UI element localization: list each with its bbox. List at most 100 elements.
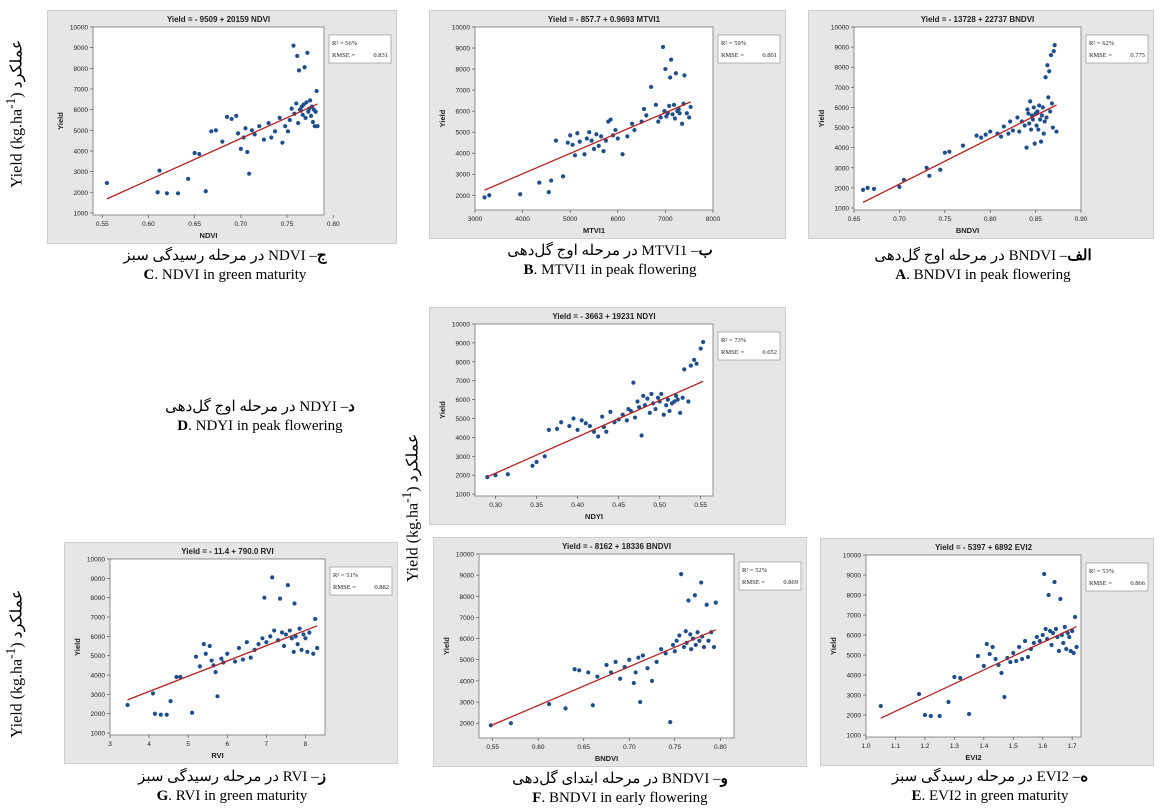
data-point [285,129,291,134]
chart-title: Yield = - 9509 + 20159 NDVI [167,15,270,24]
plot-area [474,323,714,497]
data-point [257,124,262,129]
y-tick-label: 6000 [91,634,106,641]
y-tick-label: 4000 [835,145,850,152]
x-tick-label: 0.70 [893,216,906,223]
data-point [482,195,487,200]
data-point [244,640,249,645]
data-point [684,111,689,116]
caption-text-fa: – EVI2 در مرحله رسیدگی سبز [891,769,1081,785]
data-point [682,367,687,372]
data-point [599,134,604,139]
data-point [1051,49,1056,54]
caption-text-en: . EVI2 in green maturity [921,788,1069,804]
data-point [1043,75,1048,80]
data-point [1032,141,1037,146]
data-point [542,454,547,459]
x-tick-label: 1.1 [891,743,900,750]
data-point [668,720,673,725]
caption-letter-en: C [143,267,155,283]
data-point [979,135,984,140]
data-point [596,143,601,148]
data-point [1047,69,1052,74]
y-tick-label: 4000 [847,673,862,680]
y-tick-label: 10000 [831,25,849,32]
data-point [701,644,707,650]
x-tick-label: 0.55 [96,221,109,228]
data-point [693,642,698,648]
y-axis-label: Yield [438,401,447,419]
data-point [209,129,214,134]
data-point [704,602,709,607]
data-point [1071,650,1076,656]
data-point [1031,105,1036,110]
data-point [981,663,986,669]
data-point [663,651,668,656]
y-axis-label-fa: عملکرد [404,433,422,483]
x-tick-label: 1.6 [1038,743,1047,750]
y-axis-label-en: Yield (kg.ha [8,658,26,738]
data-point [295,53,300,59]
data-point [281,643,287,649]
regression-line [127,625,318,701]
plot-area [92,26,325,216]
data-point [508,721,513,726]
x-tick-label: 0.75 [281,221,294,228]
chart-title: Yield = - 857.7 + 0.9693 MTVI1 [548,15,661,24]
rmse-label: RMSE = [721,349,744,356]
x-axis-label: NDVI [200,231,218,240]
y-axis-label: Yield [438,109,447,127]
scatter-plot: Yield = - 857.7 + 0.9693 MTVI1 2000 3000 40… [438,15,781,235]
data-point [697,638,702,643]
data-point [567,423,572,429]
r-squared-label: R² = 51% [333,572,359,579]
data-point [999,670,1004,676]
x-tick-label: 0.75 [938,216,951,223]
data-point [878,703,883,709]
data-point [1041,131,1046,136]
data-point [591,146,597,152]
scatter-plot: Yield = - 11.4 + 790.0 RVI10002000300040… [73,547,393,760]
data-point [308,98,313,103]
y-axis-label: Yield [829,637,838,655]
data-point [1040,632,1045,638]
y-tick-label: 1000 [91,731,106,738]
data-point [245,149,250,155]
data-point [659,647,664,652]
data-point [311,651,316,656]
data-point [577,668,582,673]
data-point [927,173,932,178]
data-point [631,380,636,385]
data-point [668,75,673,80]
data-point [608,409,613,414]
data-point [272,129,278,134]
x-tick-label: 0.65 [577,744,590,751]
data-point [193,654,199,659]
caption-letter-fa: ه [1080,769,1089,785]
data-point [534,459,539,465]
scatter-plot: Yield = - 3663 + 19231 NDYI 1000 2000 3000 4… [438,312,781,521]
y-axis-label-bottom: Yield (kg.ha-1) عملکرد [3,590,26,738]
y-tick-label: 5000 [74,128,89,135]
data-point [236,645,242,651]
data-point [1031,640,1036,646]
stats-box [717,34,781,64]
data-point [681,644,687,650]
data-point [1065,630,1070,636]
data-point [1036,127,1041,132]
data-point [625,134,630,139]
y-tick-label: 3000 [835,165,850,172]
data-point [1049,642,1054,648]
data-point [1052,42,1057,48]
data-point [594,132,599,137]
y-tick-label: 9000 [835,45,850,52]
caption-letter-en: E [911,788,922,804]
data-point [272,628,277,633]
y-tick-label: 10000 [87,557,105,564]
data-point [1045,63,1050,68]
x-tick-label: 7000 [658,216,673,223]
data-point [860,187,866,192]
data-point [197,664,203,669]
data-point [678,410,683,415]
chart-title: Yield = - 11.4 + 790.0 RVI [181,547,274,556]
